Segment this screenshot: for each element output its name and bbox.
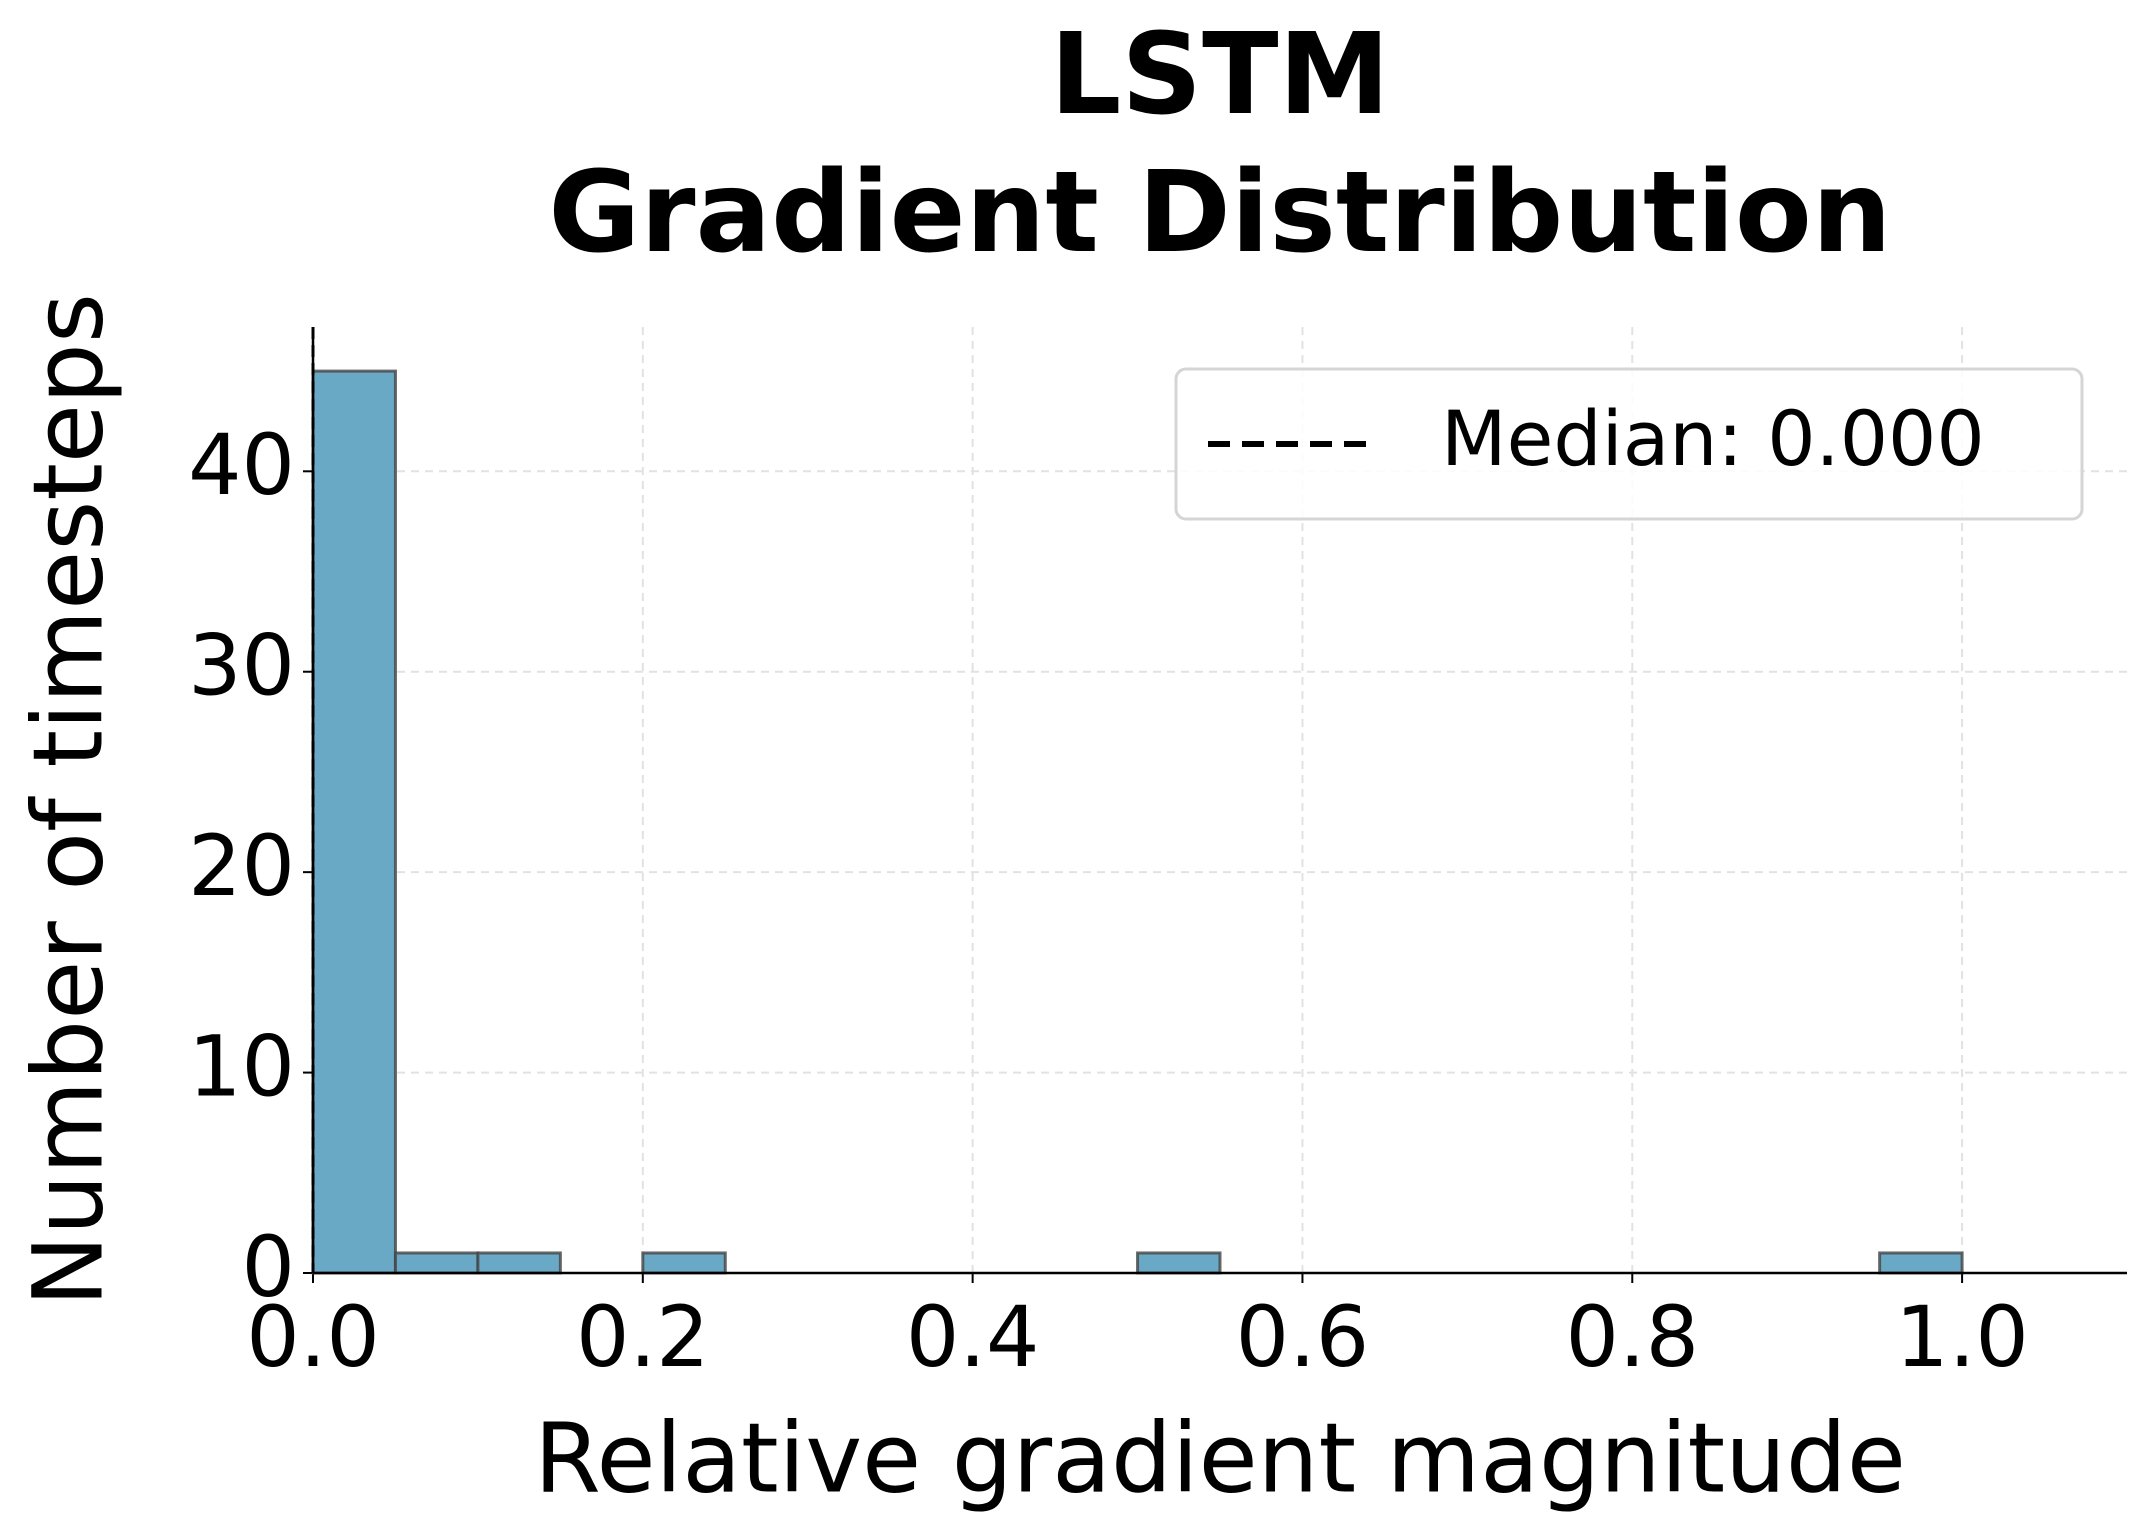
chart-title: Gradient Distribution: [548, 148, 1891, 278]
x-tick-label: 1.0: [1895, 1288, 2029, 1386]
y-tick-label: 40: [188, 416, 295, 514]
legend-box: [1174, 367, 2084, 521]
y-tick-label: 10: [188, 1018, 295, 1116]
bar: [476, 1251, 562, 1275]
y-tick-label: 30: [188, 617, 295, 715]
x-tick-label: 0.2: [576, 1288, 710, 1386]
bar: [641, 1251, 727, 1275]
bar: [1136, 1251, 1222, 1275]
x-tick-label: 0.6: [1236, 1288, 1370, 1386]
y-tick-label: 20: [188, 817, 295, 915]
x-tick-label: 0.8: [1565, 1288, 1699, 1386]
x-tick-label: 0.4: [906, 1288, 1040, 1386]
x-tick-label: 0.0: [246, 1288, 380, 1386]
bar: [1878, 1251, 1964, 1275]
chart-title: LSTM: [1050, 10, 1390, 140]
x-axis-label: Relative gradient magnitude: [534, 1402, 1906, 1514]
bar: [311, 369, 397, 1275]
bar: [393, 1251, 480, 1275]
y-axis-label: Number of timesteps: [12, 293, 124, 1307]
y-tick-label: 0: [242, 1218, 295, 1316]
legend-label: Median: 0.000: [1441, 394, 1985, 483]
